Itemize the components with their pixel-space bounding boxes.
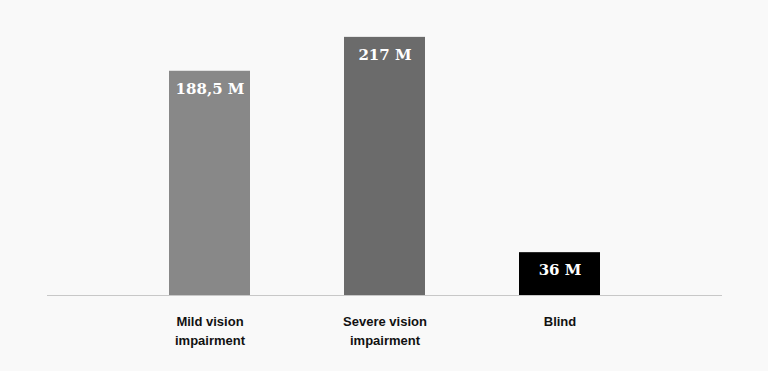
- svg-text:36 M: 36 M: [539, 261, 582, 279]
- svg-text:Mild visionimpairment: Mild visionimpairment: [175, 314, 246, 347]
- svg-text:188,5 M: 188,5 M: [176, 80, 245, 98]
- svg-text:Blind: Blind: [544, 314, 577, 329]
- svg-text:217 M: 217 M: [358, 46, 411, 64]
- svg-text:Severe visionimpairment: Severe visionimpairment: [343, 314, 427, 347]
